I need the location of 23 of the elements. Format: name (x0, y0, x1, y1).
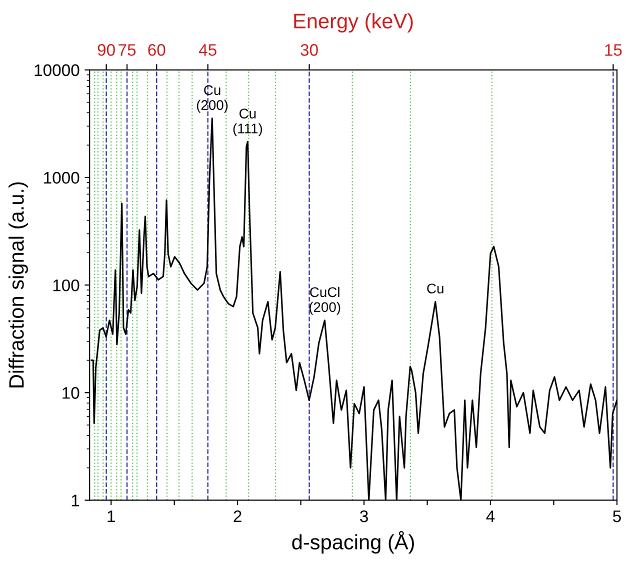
annotation: Cu (200) (196, 85, 228, 113)
x-tick-label: 2 (234, 510, 242, 522)
annotation: Cu (111) (233, 108, 262, 136)
y-tick-label: 1000 (44, 172, 80, 184)
annotation: 30 (300, 44, 318, 56)
y-tick-label: 10 (62, 387, 80, 399)
x-tick-label: 4 (486, 510, 495, 522)
annotation: Cu (427, 284, 444, 294)
x-tick-label: 5 (612, 510, 621, 522)
x-axis-title: d-spacing (Å) (292, 531, 414, 554)
annotation: 75 (118, 44, 136, 56)
x2-axis-title: Energy (keV) (294, 13, 413, 33)
y-tick-label: 10000 (34, 64, 80, 76)
x-tick-label: 3 (360, 510, 368, 522)
annotation: CuCl (200) (309, 286, 340, 315)
y-axis-title: Diffraction signal (a.u.) (8, 182, 28, 388)
annotation: 90 (98, 44, 115, 56)
annotation: 15 (605, 44, 622, 56)
annotation: 60 (148, 44, 166, 56)
y-tick-label: 100 (53, 279, 80, 292)
x-tick-label: 1 (108, 510, 115, 522)
y-tick-label: 1 (72, 494, 80, 506)
annotation: 45 (198, 44, 216, 56)
